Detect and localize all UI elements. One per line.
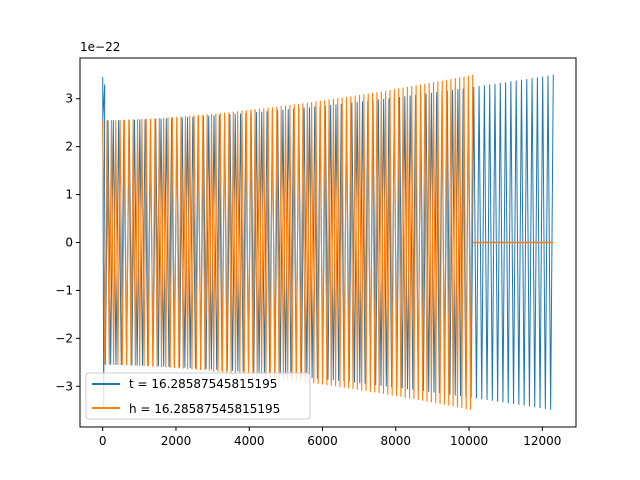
y-tick-label: 2 <box>65 140 73 154</box>
x-tick-label: 4000 <box>234 434 265 448</box>
x-tick-label: 8000 <box>380 434 411 448</box>
legend-label-h: h = 16.28587545815195 <box>129 402 280 416</box>
x-tick-label: 10000 <box>450 434 488 448</box>
x-tick-label: 0 <box>99 434 107 448</box>
y-tick-label: −3 <box>55 379 73 393</box>
y-tick-label: 1 <box>65 188 73 202</box>
x-tick-label: 12000 <box>523 434 561 448</box>
y-tick-label: 3 <box>65 92 73 106</box>
y-tick-label: −2 <box>55 331 73 345</box>
y-axis-multiplier-label: 1e−22 <box>80 40 120 54</box>
y-tick-label: −1 <box>55 283 73 297</box>
x-tick-label: 6000 <box>307 434 338 448</box>
y-tick-label: 0 <box>65 236 73 250</box>
legend: t = 16.28587545815195 h = 16.28587545815… <box>85 372 311 420</box>
x-axis-ticks: 0 2000 4000 6000 8000 10000 12000 <box>99 427 561 448</box>
y-axis-ticks: −3 −2 −1 0 1 2 3 <box>55 92 80 393</box>
legend-label-t: t = 16.28587545815195 <box>129 377 277 391</box>
x-tick-label: 2000 <box>161 434 192 448</box>
legend-box <box>85 372 311 420</box>
